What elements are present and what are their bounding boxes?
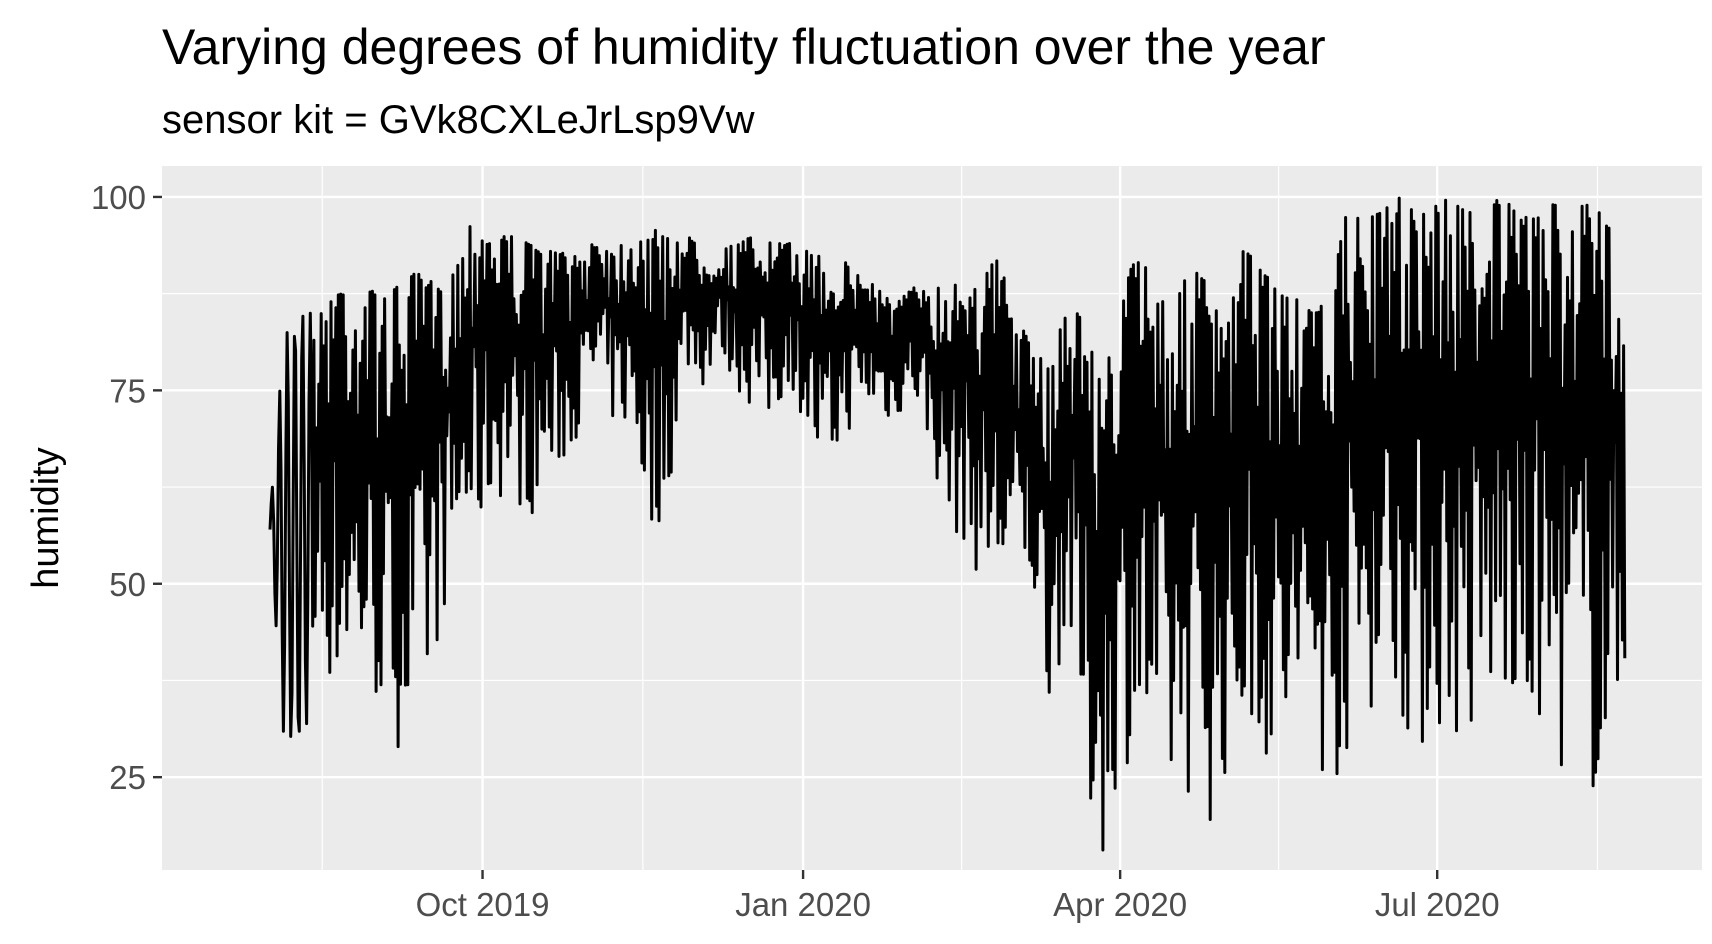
chart-title: Varying degrees of humidity fluctuation … <box>162 19 1326 75</box>
x-tick-label: Apr 2020 <box>1053 886 1187 923</box>
humidity-series-line <box>268 196 1627 852</box>
y-tick-label: 100 <box>91 179 146 216</box>
x-tick-label: Jan 2020 <box>735 886 871 923</box>
x-tick-label: Jul 2020 <box>1375 886 1500 923</box>
y-tick-label: 75 <box>109 372 146 409</box>
chart-subtitle: sensor kit = GVk8CXLeJrLsp9Vw <box>162 98 755 142</box>
series-layer <box>268 196 1627 852</box>
x-axis: Oct 2019 Jan 2020 Apr 2020 Jul 2020 <box>416 870 1500 923</box>
y-axis-label: humidity <box>25 447 67 589</box>
y-axis: 25 50 75 100 <box>91 179 162 796</box>
y-tick-label: 50 <box>109 566 146 603</box>
y-tick-label: 25 <box>109 759 146 796</box>
x-tick-label: Oct 2019 <box>416 886 550 923</box>
